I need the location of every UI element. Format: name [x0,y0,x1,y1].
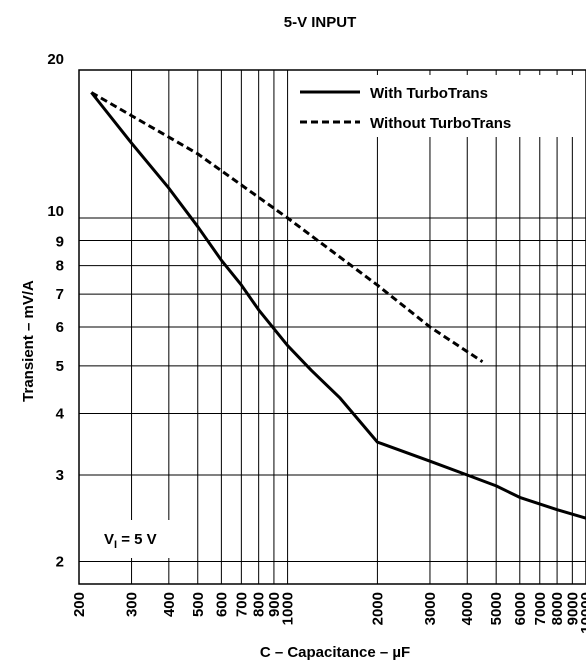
series-without-turbotrans [90,91,484,363]
y-tick-label: 10 [47,203,64,220]
x-tick-label: 5000 [488,592,505,625]
y-axis-label: Transient – mV/A [20,280,37,402]
y-tick-label: 5 [56,358,64,375]
x-tick-label: 3000 [422,592,439,625]
legend-label-with: With TurboTrans [370,85,488,102]
legend-label-without: Without TurboTrans [370,115,511,132]
y-tick-label: 4 [56,406,65,423]
input-voltage-annotation: VI = 5 V [104,531,157,551]
annotation-box [96,520,188,558]
x-tick-label: 200 [71,592,88,617]
x-tick-label: 4000 [459,592,476,625]
x-tick-label: 700 [233,592,250,617]
x-tick-label: 1000 [280,592,297,625]
legend-box [293,75,583,137]
x-tick-label: 900 [266,592,283,617]
plot-grid [78,69,586,584]
x-tick-label: 7000 [532,592,549,625]
x-tick-label: 800 [251,592,268,617]
x-tick-label: 10000 [578,592,586,634]
x-tick-label: 6000 [512,592,529,625]
x-tick-label: 500 [190,592,207,617]
x-tick-label: 300 [124,592,141,617]
plot-curves [90,91,586,520]
y-tick-label: 3 [56,467,64,484]
x-axis-label: C – Capacitance – µF [260,644,410,661]
x-tick-label: 8000 [549,592,566,625]
chart-title: 5-V INPUT [284,14,357,31]
x-tick-label: 2000 [369,592,386,625]
x-tick-label: 600 [213,592,230,617]
plot-frame [78,69,586,585]
series-with-turbotrans [90,91,586,520]
x-tick-label: 400 [161,592,178,617]
y-tick-label: 6 [56,319,64,336]
y-tick-label: 9 [56,233,64,250]
y-tick-label: 2 [56,554,64,571]
y-tick-label: 7 [56,286,64,303]
legend: With TurboTrans Without TurboTrans [293,75,583,137]
y-tick-labels: 2 3 4 5 6 7 8 9 10 20 [47,51,64,571]
y-tick-label: 8 [56,258,64,275]
y-tick-label: 20 [47,51,64,68]
x-tick-label: 9000 [564,592,581,625]
